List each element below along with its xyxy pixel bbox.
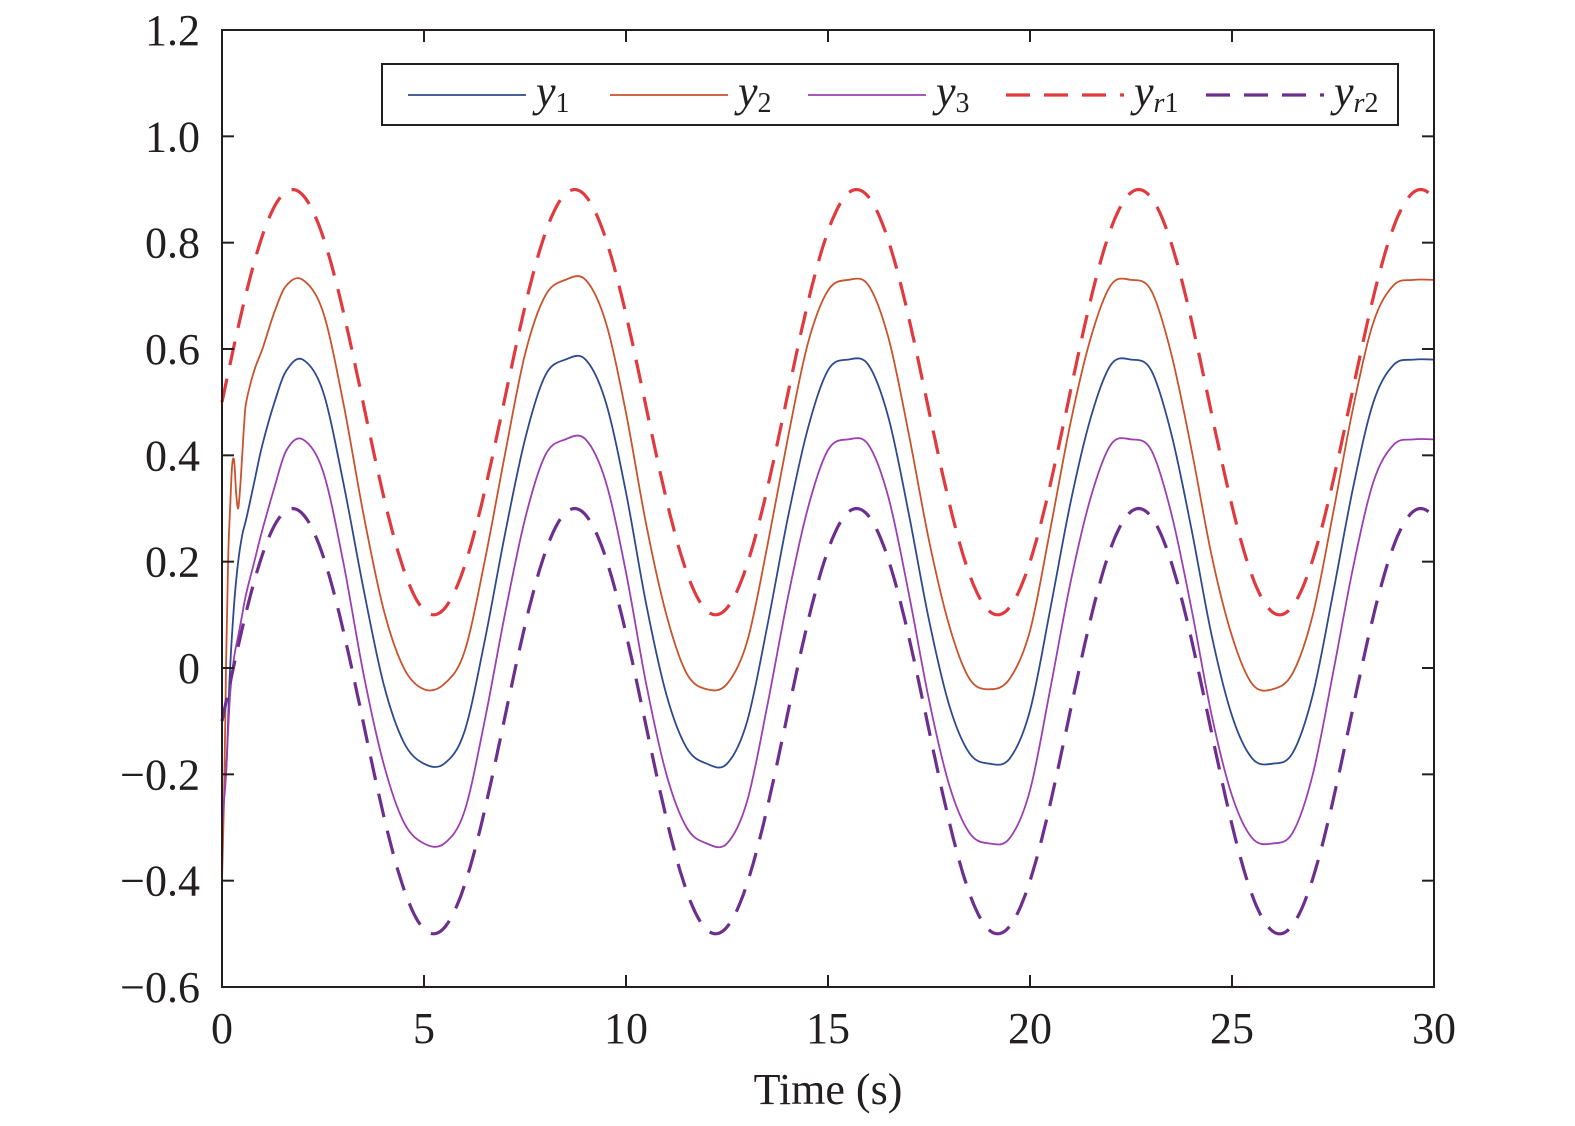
y-tick-label: 0 bbox=[178, 644, 200, 693]
legend-items: y1 y2 y3 yr1 yr2 bbox=[408, 67, 1378, 119]
x-tick-label: 10 bbox=[604, 1004, 648, 1053]
legend: y1 y2 y3 yr1 yr2 bbox=[381, 63, 1399, 126]
y-tick-label: −0.2 bbox=[120, 750, 200, 799]
x-tick-label: 25 bbox=[1210, 1004, 1254, 1053]
y-tick-label: 0.6 bbox=[145, 325, 200, 374]
series-line-yr2 bbox=[220, 506, 1436, 936]
legend-label-y2: y2 bbox=[734, 67, 772, 119]
series-layer bbox=[220, 187, 1436, 936]
series-line-y1 bbox=[221, 354, 1435, 780]
series-line-y3 bbox=[221, 434, 1435, 849]
x-tick-label: 15 bbox=[806, 1004, 850, 1053]
x-tick-label: 30 bbox=[1412, 1004, 1456, 1053]
legend-label-y1: y1 bbox=[532, 67, 570, 119]
ticks-layer: 0 5 10 15 20 25 30 −0.6 −0.4 −0.2 0 0.2 0.4 0.6 0.8 1.0… bbox=[120, 6, 1456, 1053]
y-tick-label: −0.4 bbox=[120, 857, 200, 906]
y-tick-label: 0.2 bbox=[145, 538, 200, 587]
series-line-y2 bbox=[221, 275, 1435, 881]
series-line-yr1 bbox=[220, 187, 1436, 617]
x-tick-label: 5 bbox=[413, 1004, 435, 1053]
y-tick-label: −0.6 bbox=[120, 963, 200, 1012]
x-tick-label: 0 bbox=[211, 1004, 233, 1053]
legend-label-yr1: yr1 bbox=[1130, 67, 1178, 119]
plot-frame bbox=[221, 29, 1435, 988]
y-tick-label: 1.0 bbox=[145, 112, 200, 161]
y-tick-label: 0.4 bbox=[145, 431, 200, 480]
x-axis-title: Time (s) bbox=[754, 1065, 903, 1114]
y-tick-label: 0.8 bbox=[145, 219, 200, 268]
x-tick-label: 20 bbox=[1008, 1004, 1052, 1053]
legend-label-y3: y3 bbox=[932, 67, 970, 119]
legend-label-yr2: yr2 bbox=[1330, 67, 1378, 119]
y-tick-label: 1.2 bbox=[145, 6, 200, 55]
